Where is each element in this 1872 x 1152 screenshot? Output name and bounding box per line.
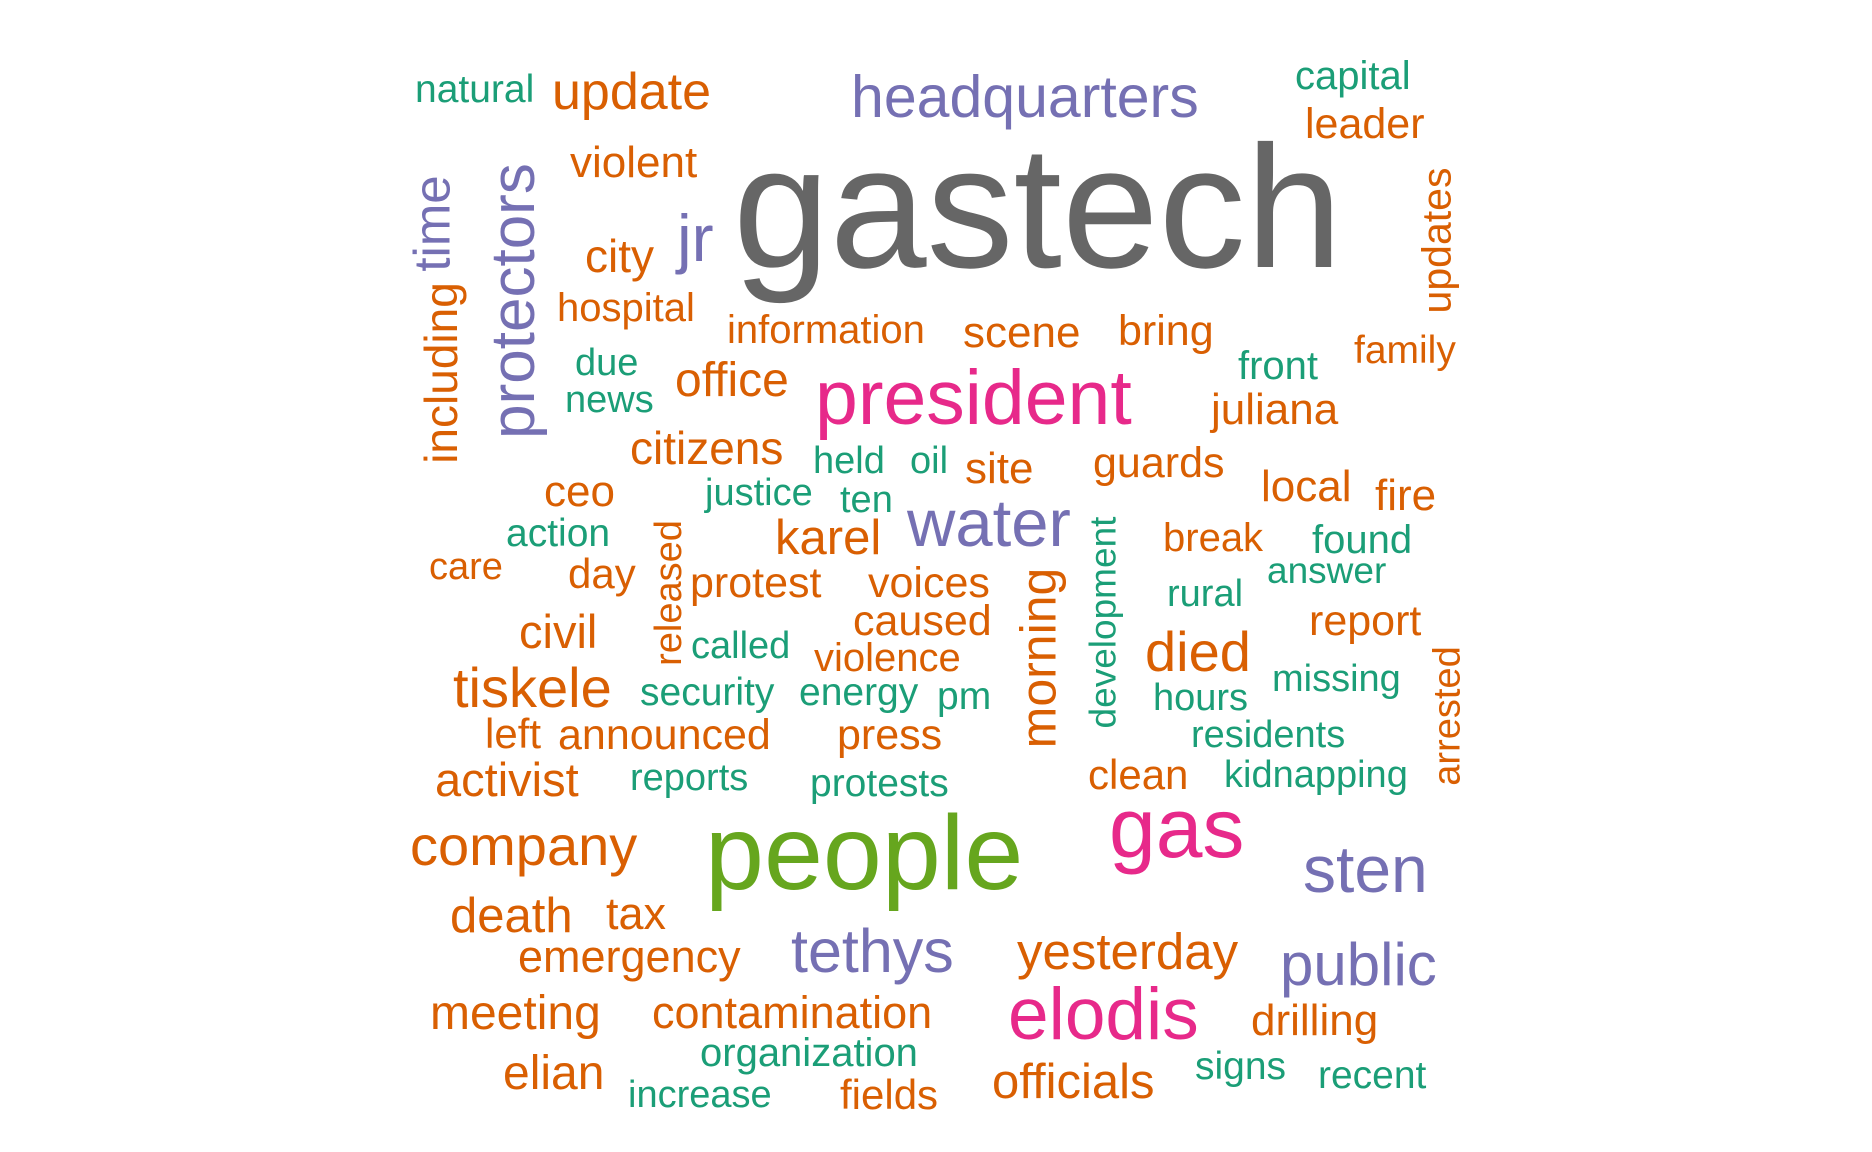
word-released: released — [647, 520, 690, 666]
word-front: front — [1238, 344, 1319, 388]
word-ceo: ceo — [544, 467, 615, 516]
word-karel: karel — [775, 511, 882, 565]
word-scene: scene — [963, 308, 1081, 357]
word-leader: leader — [1305, 100, 1425, 148]
word-fields: fields — [840, 1071, 939, 1118]
word-clean: clean — [1088, 751, 1189, 798]
word-people: people — [705, 794, 1024, 912]
word-drilling: drilling — [1251, 996, 1379, 1045]
word-held: held — [813, 440, 885, 482]
word-jr: jr — [677, 201, 714, 275]
word-hospital: hospital — [557, 286, 695, 330]
word-protectors: protectors — [478, 163, 548, 439]
word-break: break — [1163, 516, 1264, 560]
word-death: death — [450, 889, 573, 943]
word-water: water — [907, 486, 1071, 561]
word-pm: pm — [937, 675, 992, 718]
word-capital: capital — [1295, 54, 1411, 98]
word-public: public — [1280, 931, 1437, 998]
word-meeting: meeting — [430, 987, 601, 1040]
word-arrested: arrested — [1426, 646, 1469, 786]
word-local: local — [1261, 462, 1352, 511]
word-information: information — [727, 308, 925, 352]
word-gastech: gastech — [733, 109, 1343, 304]
word-died: died — [1145, 620, 1251, 683]
word-juliana: juliana — [1211, 385, 1339, 434]
word-care: care — [429, 546, 503, 588]
word-company: company — [410, 814, 638, 877]
word-recent: recent — [1318, 1054, 1427, 1097]
word-signs: signs — [1195, 1045, 1287, 1088]
word-civil: civil — [519, 605, 598, 658]
word-protests: protests — [810, 762, 949, 805]
word-justice: justice — [705, 472, 813, 514]
word-reports: reports — [630, 757, 749, 799]
word-energy: energy — [799, 671, 919, 714]
word-tax: tax — [606, 888, 667, 939]
word-press: press — [837, 711, 943, 759]
word-sten: sten — [1303, 832, 1428, 906]
word-bring: bring — [1118, 307, 1214, 355]
word-including: including — [414, 282, 467, 464]
word-due: due — [575, 342, 639, 384]
word-emergency: emergency — [518, 931, 741, 982]
word-elodis: elodis — [1008, 974, 1199, 1055]
word-fire: fire — [1375, 471, 1437, 520]
word-day: day — [568, 550, 636, 597]
word-ten: ten — [840, 479, 893, 521]
word-caused: caused — [853, 597, 992, 645]
word-organization: organization — [700, 1031, 918, 1075]
word-residents: residents — [1191, 714, 1346, 756]
word-report: report — [1309, 597, 1422, 645]
word-development: development — [1082, 516, 1124, 729]
word-missing: missing — [1272, 658, 1401, 700]
word-violence: violence — [814, 636, 961, 680]
word-news: news — [565, 379, 654, 421]
word-president: president — [815, 355, 1132, 441]
word-oil: oil — [910, 440, 949, 482]
word-protest: protest — [690, 559, 822, 607]
word-kidnapping: kidnapping — [1224, 754, 1408, 796]
word-time: time — [403, 175, 461, 272]
word-guards: guards — [1093, 439, 1225, 487]
word-citizens: citizens — [630, 422, 784, 474]
word-elian: elian — [503, 1047, 605, 1100]
word-tethys: tethys — [791, 917, 954, 985]
word-called: called — [691, 625, 791, 667]
word-activist: activist — [435, 753, 579, 806]
word-headquarters: headquarters — [851, 64, 1199, 130]
word-hours: hours — [1153, 677, 1249, 719]
word-increase: increase — [628, 1074, 772, 1116]
word-city: city — [585, 230, 654, 282]
word-updates: updates — [1413, 167, 1460, 314]
word-left: left — [485, 710, 542, 757]
word-site: site — [965, 444, 1034, 493]
word-security: security — [640, 671, 775, 714]
word-violent: violent — [570, 138, 698, 187]
word-contamination: contamination — [652, 987, 933, 1038]
word-found: found — [1312, 518, 1413, 562]
word-morning: morning — [1010, 567, 1067, 749]
word-answer: answer — [1267, 550, 1387, 591]
word-gas: gas — [1109, 781, 1245, 875]
word-natural: natural — [415, 68, 535, 111]
word-family: family — [1354, 329, 1456, 372]
word-voices: voices — [868, 559, 990, 607]
word-tiskele: tiskele — [453, 656, 612, 719]
word-rural: rural — [1167, 573, 1244, 615]
word-action: action — [506, 512, 611, 555]
word-yesterday: yesterday — [1017, 923, 1239, 980]
word-officials: officials — [992, 1055, 1155, 1109]
word-update: update — [552, 63, 712, 121]
word-office: office — [675, 354, 789, 407]
word-announced: announced — [558, 711, 771, 759]
